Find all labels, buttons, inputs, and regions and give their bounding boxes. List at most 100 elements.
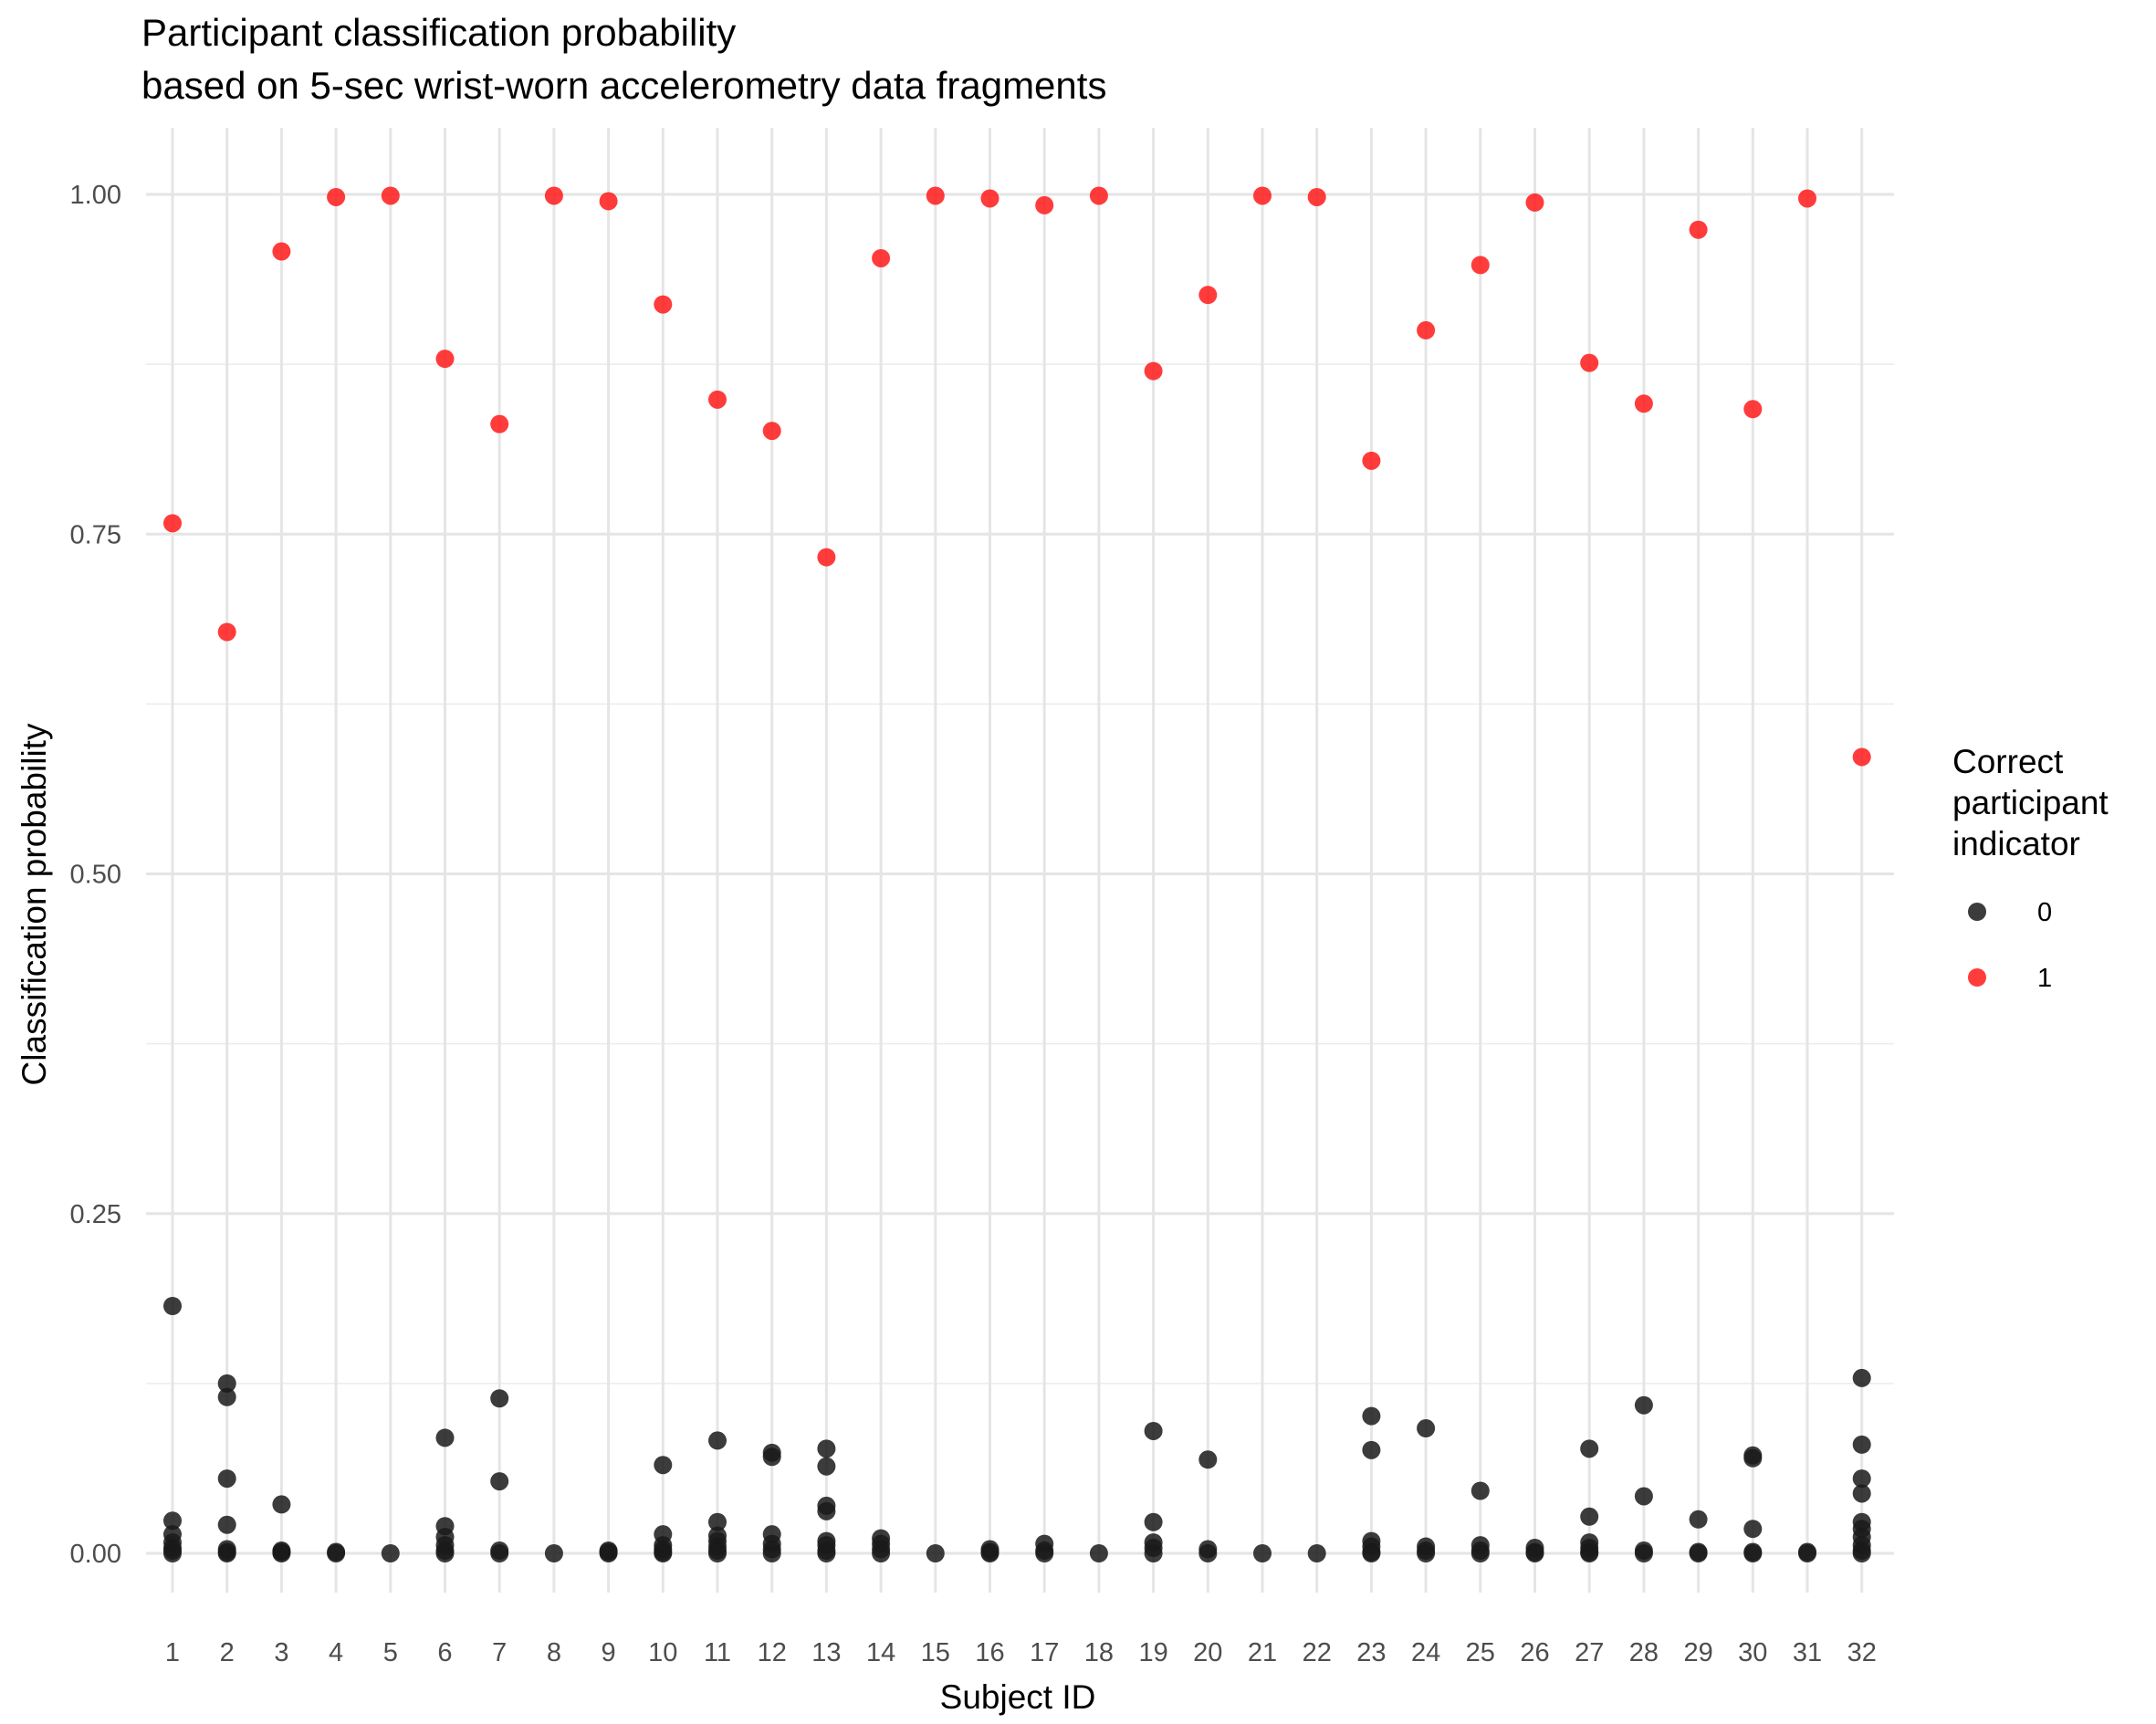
data-point-series-0 — [1144, 1421, 1163, 1440]
data-point-series-0 — [1253, 1544, 1272, 1562]
data-point-series-1 — [1798, 189, 1816, 208]
data-point-series-0 — [272, 1495, 291, 1514]
data-point-series-0 — [1198, 1544, 1218, 1562]
data-point-series-1 — [435, 350, 455, 369]
x-tick-label: 7 — [492, 1638, 507, 1667]
data-point-series-0 — [435, 1544, 455, 1562]
data-point-series-0 — [817, 1457, 836, 1476]
data-point-series-1 — [1634, 394, 1653, 413]
legend-title-line-1: Correct — [1952, 743, 2064, 780]
data-point-series-1 — [163, 514, 182, 533]
data-point-series-0 — [762, 1447, 781, 1467]
data-point-series-0 — [327, 1544, 346, 1562]
legend-title-line-2: participant — [1952, 784, 2109, 821]
data-point-series-0 — [1307, 1544, 1326, 1562]
x-tick-label: 14 — [866, 1638, 895, 1667]
x-tick-label: 10 — [648, 1638, 677, 1667]
data-point-series-1 — [1144, 361, 1163, 381]
x-tick-label: 4 — [329, 1638, 343, 1667]
y-axis-title: Classification probability — [16, 723, 53, 1085]
data-point-series-0 — [708, 1544, 727, 1562]
data-point-series-1 — [872, 248, 891, 267]
x-tick-label: 24 — [1411, 1638, 1440, 1667]
x-axis-ticks: 1 2 3 4 5 6 7 8 9 10 11 12 13 14 15 16 17 18 19 20 21 22 23 24 2… — [165, 1638, 1877, 1667]
data-point-series-0 — [654, 1456, 673, 1475]
data-point-series-1 — [1253, 186, 1272, 205]
y-tick-label: 0.75 — [70, 520, 121, 549]
x-tick-label: 2 — [220, 1638, 235, 1667]
data-point-series-0 — [163, 1297, 182, 1316]
data-point-series-1 — [599, 192, 618, 211]
legend-key-0 — [1968, 903, 1986, 921]
data-point-series-1 — [490, 414, 509, 434]
series-1-points — [163, 186, 1871, 767]
data-point-series-1 — [1743, 400, 1763, 419]
data-point-series-0 — [1417, 1544, 1436, 1562]
data-point-series-0 — [1852, 1544, 1871, 1562]
data-point-series-1 — [762, 422, 781, 441]
x-tick-label: 13 — [811, 1638, 841, 1667]
x-tick-label: 8 — [547, 1638, 561, 1667]
legend-label-0: 0 — [2037, 898, 2052, 927]
data-point-series-1 — [327, 187, 346, 206]
data-point-series-0 — [490, 1389, 509, 1408]
y-tick-label: 0.50 — [70, 861, 121, 890]
series-0-points — [163, 1297, 1871, 1562]
data-point-series-0 — [1089, 1544, 1108, 1562]
data-point-series-0 — [381, 1544, 400, 1562]
gridlines — [146, 128, 1894, 1593]
chart-title: Participant classification probability — [141, 11, 736, 54]
y-tick-label: 0.00 — [70, 1540, 121, 1569]
data-point-series-0 — [544, 1544, 563, 1562]
x-tick-label: 11 — [704, 1638, 731, 1667]
x-tick-label: 6 — [437, 1638, 452, 1667]
x-tick-label: 5 — [383, 1638, 398, 1667]
y-axis-ticks: 0.00 0.25 0.50 0.75 1.00 — [70, 181, 121, 1569]
data-point-series-0 — [1362, 1406, 1381, 1426]
data-point-series-0 — [762, 1544, 781, 1562]
data-point-series-1 — [1089, 186, 1108, 205]
data-point-series-1 — [1198, 286, 1218, 305]
data-point-series-0 — [1035, 1544, 1054, 1562]
x-tick-label: 28 — [1629, 1638, 1659, 1667]
x-tick-label: 18 — [1084, 1638, 1114, 1667]
data-point-series-1 — [1417, 320, 1436, 340]
data-point-series-0 — [980, 1544, 1000, 1562]
x-tick-label: 15 — [921, 1638, 950, 1667]
data-point-series-0 — [1743, 1544, 1763, 1562]
legend: Correct participant indicator 0 1 — [1952, 743, 2109, 993]
data-point-series-0 — [1852, 1469, 1871, 1489]
x-tick-label: 26 — [1520, 1638, 1549, 1667]
x-tick-label: 9 — [602, 1638, 616, 1667]
x-tick-label: 16 — [975, 1638, 1004, 1667]
data-point-series-0 — [1743, 1520, 1763, 1539]
data-point-series-1 — [654, 295, 673, 314]
data-point-series-1 — [544, 186, 563, 205]
data-point-series-0 — [926, 1544, 945, 1562]
x-tick-label: 25 — [1466, 1638, 1495, 1667]
data-point-series-1 — [980, 189, 1000, 208]
data-point-series-0 — [163, 1544, 182, 1562]
data-point-series-0 — [708, 1431, 727, 1450]
data-point-series-0 — [272, 1544, 291, 1562]
data-point-series-0 — [1798, 1544, 1816, 1562]
x-tick-label: 22 — [1303, 1638, 1332, 1667]
data-point-series-1 — [1035, 195, 1054, 214]
data-point-series-0 — [817, 1544, 836, 1562]
legend-label-1: 1 — [2037, 964, 2052, 993]
data-point-series-1 — [381, 186, 400, 205]
data-point-series-0 — [490, 1544, 509, 1562]
data-point-series-0 — [217, 1469, 236, 1489]
data-point-series-1 — [817, 548, 836, 567]
data-point-series-0 — [1470, 1481, 1490, 1500]
data-point-series-0 — [217, 1387, 236, 1406]
data-point-series-0 — [817, 1501, 836, 1520]
data-point-series-0 — [217, 1374, 236, 1393]
x-axis-title: Subject ID — [940, 1678, 1096, 1716]
data-point-series-1 — [926, 186, 945, 205]
data-point-series-0 — [654, 1544, 673, 1562]
x-tick-label: 19 — [1138, 1638, 1167, 1667]
x-tick-label: 27 — [1575, 1638, 1604, 1667]
